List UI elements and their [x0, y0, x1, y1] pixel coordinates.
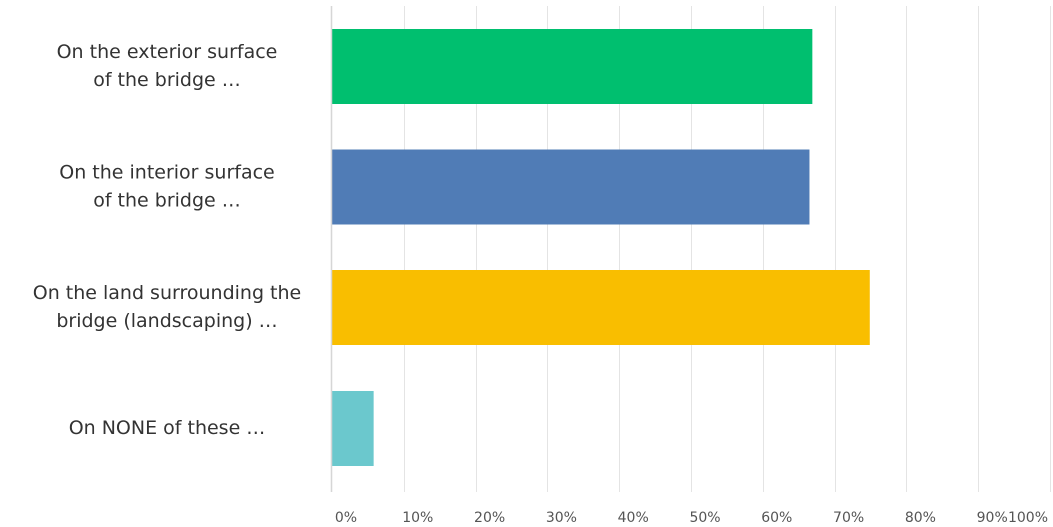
- x-tick-label-9: 90%: [977, 510, 1008, 526]
- x-tick-label-3: 30%: [546, 510, 577, 526]
- category-label-line: of the bridge …: [93, 69, 241, 91]
- category-label-line: On the interior surface: [59, 162, 275, 184]
- bar-3: [332, 391, 374, 466]
- category-label-1: On the interior surface of the bridge …: [59, 162, 275, 212]
- x-tick-label-6: 60%: [761, 510, 792, 526]
- x-tick-labels: 0% 10% 20% 30% 40% 50% 60% 70% 80% 90% 100%: [335, 510, 1048, 526]
- category-label-line: of the bridge …: [93, 190, 241, 212]
- category-label-line: On NONE of these …: [69, 417, 266, 439]
- category-label-line: bridge (landscaping) …: [56, 310, 277, 332]
- category-label-3: On NONE of these …: [69, 417, 266, 439]
- category-labels: On the exterior surface of the bridge …On…: [33, 41, 302, 439]
- x-tick-label-1: 10%: [402, 510, 433, 526]
- x-tick-label-7: 70%: [833, 510, 864, 526]
- x-tick-label-0: 0%: [335, 510, 357, 526]
- x-tick-label-4: 40%: [618, 510, 649, 526]
- bars: [332, 29, 870, 466]
- category-label-line: On the exterior surface: [57, 41, 278, 63]
- bar-2: [332, 270, 870, 345]
- x-tick-label-5: 50%: [689, 510, 720, 526]
- category-label-0: On the exterior surface of the bridge …: [57, 41, 278, 91]
- category-label-2: On the land surrounding the bridge (lands…: [33, 282, 302, 332]
- bar-1: [332, 149, 810, 225]
- bar-0: [332, 29, 813, 104]
- category-label-line: On the land surrounding the: [33, 282, 302, 304]
- x-tick-label-10: 100%: [1008, 510, 1048, 526]
- x-tick-label-8: 80%: [905, 510, 936, 526]
- x-tick-label-2: 20%: [474, 510, 505, 526]
